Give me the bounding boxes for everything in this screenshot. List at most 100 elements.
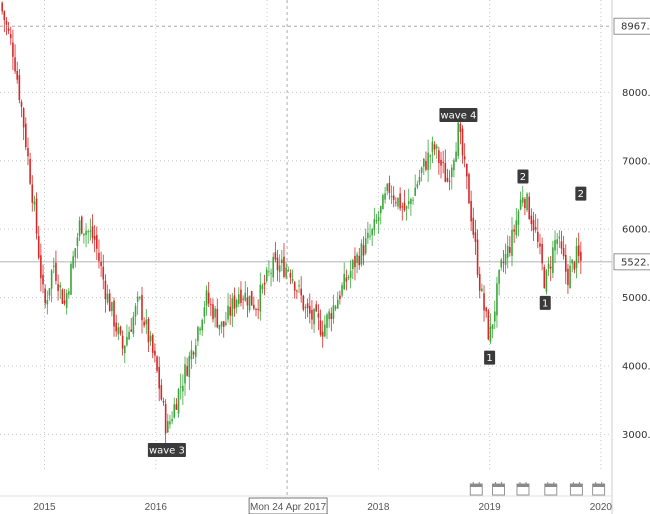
candle-body (265, 269, 268, 281)
candle-body (414, 187, 416, 196)
candle-body (154, 350, 156, 356)
candle-body (190, 349, 193, 360)
candle-body (37, 236, 40, 258)
candle-body (205, 290, 208, 306)
candle-body (431, 141, 434, 153)
candle-body (141, 295, 143, 321)
candle-body (237, 294, 240, 304)
candle-body (123, 345, 126, 354)
candle-body (384, 193, 386, 200)
candle-body (111, 302, 113, 312)
candle-body (74, 248, 77, 258)
candle-body (491, 324, 494, 329)
candle-body (403, 202, 406, 211)
wave-annotations: wave 3 wave 4 1 2 1 2 (147, 107, 587, 457)
x-tick-label: 2016 (145, 502, 168, 513)
candle-body (257, 309, 259, 311)
candle-body (343, 273, 346, 290)
wave-label: wave 3 (149, 445, 185, 456)
candle-body (369, 235, 371, 237)
candle-body (336, 299, 339, 309)
candle-body (222, 321, 225, 327)
candle-body (145, 319, 148, 325)
candle-body (352, 260, 354, 269)
candle-body (210, 304, 212, 306)
candle-body (324, 324, 326, 337)
candle-body (556, 239, 558, 244)
candle-body (203, 307, 206, 317)
candle-body (20, 101, 23, 107)
candle-body (427, 152, 429, 170)
candle-body (255, 308, 257, 310)
chart-grid (0, 0, 612, 472)
candle-body (397, 197, 399, 207)
candle-body (339, 295, 341, 300)
candle-body (253, 304, 255, 309)
candle-body (194, 345, 197, 357)
candle-body (276, 257, 279, 271)
candle-body (287, 269, 290, 271)
candle-body (291, 278, 294, 282)
candle-body (390, 195, 393, 198)
candle-body (326, 314, 328, 328)
candle-body (412, 199, 414, 201)
candle-body (61, 289, 64, 304)
candle-body (268, 271, 270, 273)
candle-body (399, 193, 401, 209)
candle-body (147, 318, 150, 343)
candle-body (242, 298, 244, 300)
candle-body (349, 270, 352, 278)
candle-body (12, 42, 14, 57)
candle-body (89, 230, 92, 232)
candle-body (476, 239, 479, 275)
candle-body (356, 254, 358, 264)
candle-body (362, 245, 365, 256)
candle-body (377, 217, 380, 221)
candle-body (139, 297, 141, 299)
calendar-icon (492, 482, 505, 496)
candle-body (186, 366, 188, 376)
wave-label: 2 (578, 189, 584, 200)
candle-body (410, 198, 412, 204)
candle-body (160, 385, 163, 400)
candle-body (313, 309, 315, 325)
candle-body (562, 248, 565, 257)
candle-body (246, 297, 249, 306)
candle-body (134, 306, 137, 317)
crosshair-date-box (248, 497, 328, 514)
candle-body (33, 201, 36, 205)
candle-body (104, 280, 107, 300)
candle-body (100, 261, 102, 267)
calendar-header (592, 484, 605, 487)
candle-body (231, 298, 234, 317)
candlestick-series (1, 1, 582, 447)
candle-body (463, 156, 466, 160)
candle-body (182, 385, 184, 392)
candle-body (40, 255, 42, 279)
candle-body (317, 313, 320, 318)
candle-body (483, 293, 485, 311)
candle-body (554, 240, 556, 251)
calendar-icon (569, 482, 583, 496)
candle-body (7, 28, 10, 31)
wave-label: wave 4 (440, 110, 476, 121)
candle-body (573, 262, 576, 270)
candle-body (5, 20, 8, 25)
candle-body (407, 201, 410, 205)
candle-body (27, 147, 29, 157)
candle-body (416, 184, 419, 188)
candle-body (121, 335, 124, 349)
candle-body (547, 263, 550, 269)
candle-body (151, 335, 154, 353)
candle-body (485, 307, 487, 312)
calendar-icon (592, 482, 606, 496)
candle-body (80, 216, 83, 234)
candle-body (564, 254, 567, 272)
candle-body (50, 270, 53, 289)
candle-body (166, 421, 169, 433)
crosshair (0, 0, 612, 496)
candle-body (517, 211, 520, 225)
candle-body (571, 259, 574, 264)
candle-body (171, 419, 173, 422)
